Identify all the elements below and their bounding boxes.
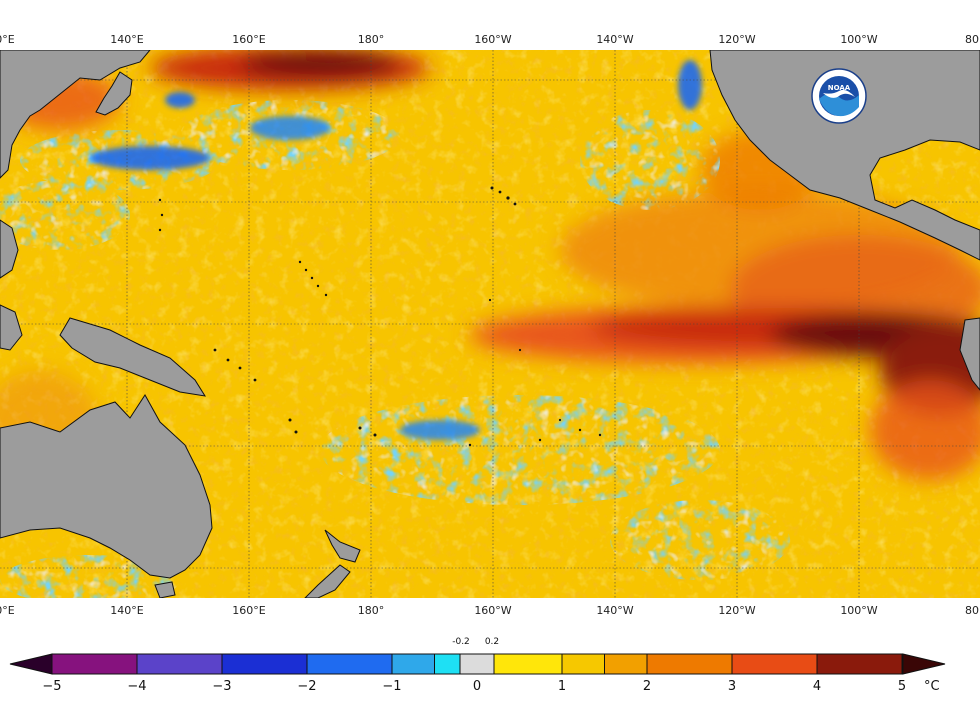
north-america-land <box>709 50 980 261</box>
colorbar-tick-label: −1 <box>382 679 402 694</box>
lon-label: 140°E <box>110 33 144 46</box>
lon-label: 140°E <box>110 604 144 617</box>
lon-label: 160°E <box>232 33 266 46</box>
colorbar-min-arrow <box>9 653 53 675</box>
colorbar-tick-label: 0 <box>472 679 482 694</box>
lon-label: 120°W <box>718 604 756 617</box>
colorbar-tick-label: 1 <box>557 679 567 694</box>
colorbar-tick-label: 4 <box>812 679 822 694</box>
warm-anomaly-regions <box>0 50 980 490</box>
colorbar-cell <box>604 653 648 675</box>
colorbar-tick-label: −4 <box>127 679 147 694</box>
lon-label: 80 <box>965 33 979 46</box>
asia-land <box>0 50 151 179</box>
new-zealand-north-land <box>324 529 361 563</box>
sst-anomaly-map <box>0 50 980 598</box>
colorbar-cell <box>459 653 495 675</box>
colorbar-tick-label: −2 <box>297 679 317 694</box>
lon-label: 100°W <box>840 604 878 617</box>
colorbar-tick-label: 3 <box>727 679 737 694</box>
deep-cool-patches <box>90 60 702 440</box>
colorbar-small-label: 0.2 <box>484 637 500 647</box>
tasmania-land <box>154 581 176 598</box>
noaa-logo-gull <box>823 89 855 98</box>
noaa-logo-text: NOAA <box>828 84 851 92</box>
colorbar-cell <box>493 653 563 675</box>
south-america-land <box>959 317 980 391</box>
japan-land <box>95 71 133 116</box>
colorbar-cell <box>306 653 393 675</box>
colorbar-cell <box>561 653 605 675</box>
colorbar-cell <box>221 653 308 675</box>
lon-label: 160°W <box>474 33 512 46</box>
colorbar-tick-label: −3 <box>212 679 232 694</box>
pacific-islands <box>158 186 602 447</box>
lon-label: 180° <box>357 33 385 46</box>
lon-label: 140°W <box>596 33 634 46</box>
colorbar-cell <box>816 653 903 675</box>
lon-label: 100°W <box>840 33 878 46</box>
lon-label: 0°E <box>0 33 15 46</box>
colorbar-small-label: -0.2 <box>452 637 470 647</box>
colorbar-tick-label: 2 <box>642 679 652 694</box>
colorbar-cell <box>731 653 818 675</box>
lon-label: 140°W <box>596 604 634 617</box>
colorbar-tick-label: 5 <box>897 679 907 694</box>
colorbar-max-arrow <box>902 653 946 675</box>
noaa-logo: NOAA <box>811 68 867 124</box>
philippines-land <box>0 219 19 279</box>
borneo-land <box>0 304 23 351</box>
australia-land <box>0 394 213 579</box>
colorbar-cell <box>391 653 435 675</box>
landmasses <box>0 50 980 598</box>
new-guinea-land <box>59 317 207 397</box>
colorbar-cell <box>51 653 138 675</box>
lon-label: 160°W <box>474 604 512 617</box>
lon-label: 160°E <box>232 604 266 617</box>
new-zealand-south-land <box>304 564 351 598</box>
colorbar-cell <box>646 653 733 675</box>
lon-label: 80 <box>965 604 979 617</box>
noaa-logo-wave <box>819 93 859 117</box>
colorbar-unit: °C <box>924 679 940 694</box>
lon-label: 0°E <box>0 604 15 617</box>
colorbar-cell <box>136 653 223 675</box>
colorbar <box>9 653 946 675</box>
lon-label: 120°W <box>718 33 756 46</box>
colorbar-tick-label: −5 <box>42 679 62 694</box>
colorbar-cell <box>434 653 461 675</box>
lon-label: 180° <box>357 604 385 617</box>
